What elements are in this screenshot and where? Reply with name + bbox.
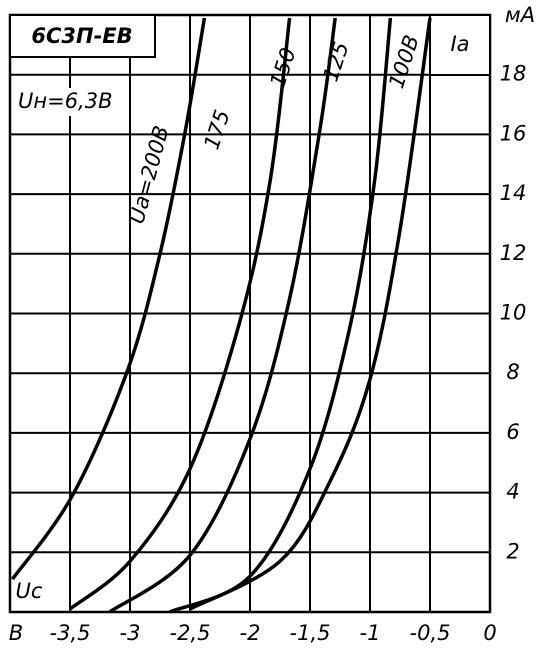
y-unit: мА — [505, 3, 535, 27]
x-tick-label: -0,5 — [410, 621, 451, 645]
y-tick-label: 18 — [500, 62, 527, 86]
y-tick-label: 4 — [506, 480, 519, 504]
y-tick-label: 8 — [506, 360, 519, 384]
x-unit: В — [9, 621, 23, 645]
curve — [10, 17, 207, 581]
curve — [168, 17, 393, 614]
x-tick-label: -3 — [120, 621, 141, 645]
x-tick-label: -1,5 — [290, 621, 331, 645]
y-tick-label: 6 — [506, 420, 519, 444]
x-axis-label: Uc — [16, 579, 43, 603]
x-tick-label: -2,5 — [170, 621, 211, 645]
title-box — [9, 14, 156, 58]
curve — [189, 17, 432, 611]
y-label-box — [429, 14, 491, 76]
x-tick-label: -1 — [360, 621, 381, 645]
y-axis-label: Ia — [450, 32, 469, 56]
y-tick-label: 2 — [506, 539, 519, 563]
curve — [68, 17, 292, 611]
chart-title: 6С3П-ЕВ — [31, 24, 132, 48]
subtitle: Uн=6,3В — [18, 89, 113, 113]
subtitle-bg — [14, 88, 126, 116]
y-tick-label: 14 — [500, 181, 527, 205]
x-tick-label: 0 — [483, 621, 496, 645]
y-tick-label: 16 — [500, 121, 527, 145]
y-tick-label: 10 — [500, 301, 527, 325]
x-label-bg — [12, 578, 46, 606]
y-tick-label: 12 — [500, 241, 527, 265]
x-tick-label: -3,5 — [50, 621, 91, 645]
x-tick-label: -2 — [240, 621, 261, 645]
curve — [108, 17, 337, 614]
